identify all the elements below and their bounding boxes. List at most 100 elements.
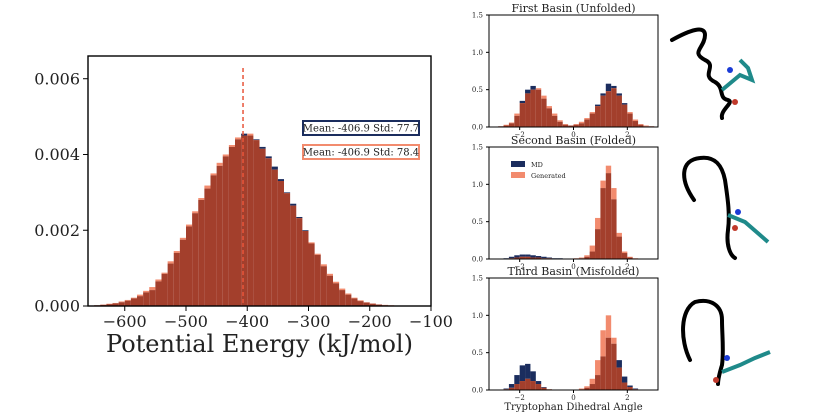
bar-excess bbox=[308, 242, 315, 244]
bar-excess bbox=[562, 124, 569, 125]
bar-overlap bbox=[541, 387, 547, 390]
bar-overlap bbox=[589, 251, 596, 259]
legend-swatch bbox=[511, 161, 525, 167]
bar-excess bbox=[339, 288, 346, 291]
bar-excess bbox=[235, 137, 242, 140]
x-tick-label: −200 bbox=[348, 312, 392, 331]
bar-excess bbox=[595, 104, 601, 107]
bar-excess bbox=[541, 387, 547, 388]
bar-overlap bbox=[525, 378, 531, 390]
x-tick-label: −2 bbox=[515, 131, 525, 139]
bar-overlap bbox=[621, 104, 628, 127]
bar-overlap bbox=[611, 88, 617, 127]
bar-overlap bbox=[525, 256, 531, 259]
y-tick-label: 0.0 bbox=[472, 123, 483, 131]
bar-excess bbox=[149, 287, 156, 291]
molecule-unfolded-illustration bbox=[670, 27, 756, 120]
bar-overlap bbox=[595, 375, 601, 390]
axes-frame bbox=[488, 14, 659, 128]
bar-excess bbox=[605, 165, 612, 174]
bar-excess bbox=[627, 112, 633, 114]
bar-overlap bbox=[557, 121, 563, 127]
bar-excess bbox=[508, 256, 515, 259]
bar-excess bbox=[508, 384, 515, 388]
subplot-title: Third Basin (Misfolded) bbox=[508, 265, 640, 278]
bar-overlap bbox=[106, 304, 113, 306]
bar-excess bbox=[589, 112, 596, 114]
bar-overlap bbox=[228, 146, 235, 306]
x-tick-label: −100 bbox=[409, 312, 453, 331]
bar-excess bbox=[584, 118, 590, 120]
basin3-histogram: −2 0 2 0.0 0.5 1.0 1.5 Third Basin (Misfolded) T… bbox=[472, 265, 659, 413]
subplot-title: Second Basin (Folded) bbox=[511, 134, 636, 147]
bar-overlap bbox=[611, 343, 617, 390]
bar-overlap bbox=[179, 239, 186, 306]
bar-overlap bbox=[605, 337, 612, 390]
bar-overlap bbox=[514, 384, 520, 390]
molecule-misfolded-illustration bbox=[681, 299, 771, 386]
bar-overlap bbox=[259, 148, 266, 306]
y-tick-label: 0.5 bbox=[472, 218, 483, 226]
bar-overlap bbox=[363, 302, 370, 306]
bar-overlap bbox=[519, 103, 526, 127]
bar-excess bbox=[578, 388, 585, 390]
bar-overlap bbox=[632, 121, 639, 127]
bar-overlap bbox=[611, 199, 617, 259]
bar-overlap bbox=[530, 257, 536, 259]
bar-overlap bbox=[277, 181, 284, 306]
bar-excess bbox=[514, 255, 520, 258]
y-tick-label: 0.002 bbox=[34, 221, 80, 240]
bar-excess bbox=[155, 279, 162, 282]
bar-overlap bbox=[222, 156, 229, 306]
bar-excess bbox=[584, 255, 590, 257]
bar-overlap bbox=[616, 367, 622, 390]
bar-excess bbox=[253, 139, 260, 141]
bar-overlap bbox=[519, 256, 526, 259]
bar-excess bbox=[589, 378, 596, 385]
bar-excess bbox=[167, 261, 174, 264]
bar-excess bbox=[216, 162, 223, 166]
y-tick-label: 1.0 bbox=[472, 181, 483, 189]
bar-excess bbox=[143, 290, 150, 293]
bar-overlap bbox=[595, 106, 601, 127]
x-tick-label: 0 bbox=[571, 131, 575, 139]
bar-overlap bbox=[616, 95, 622, 127]
bar-excess bbox=[611, 85, 617, 89]
y-tick-label: 1.5 bbox=[472, 143, 483, 151]
bar-overlap bbox=[161, 273, 168, 306]
bar-excess bbox=[290, 203, 297, 206]
bar-excess bbox=[611, 188, 617, 200]
bar-excess bbox=[595, 360, 601, 376]
bar-overlap bbox=[605, 91, 612, 127]
x-tick-label: −400 bbox=[225, 312, 269, 331]
bar-overlap bbox=[600, 356, 606, 390]
bar-overlap bbox=[124, 300, 131, 306]
bar-excess bbox=[519, 100, 526, 104]
bar-overlap bbox=[525, 93, 531, 127]
bar-overlap bbox=[369, 303, 376, 306]
x-tick-label: 2 bbox=[625, 263, 629, 271]
x-axis-label: Potential Energy (kJ/mol) bbox=[106, 330, 413, 358]
bar-excess bbox=[265, 156, 272, 159]
bar-excess bbox=[508, 122, 515, 124]
subplot-title: First Basin (Unfolded) bbox=[511, 2, 635, 15]
y-tick-label: 0.5 bbox=[472, 86, 483, 94]
bar-overlap bbox=[600, 95, 606, 127]
bar-excess bbox=[551, 113, 558, 116]
bar-excess bbox=[271, 166, 278, 170]
x-tick-label: −2 bbox=[515, 263, 525, 271]
bar-overlap bbox=[351, 298, 358, 306]
bar-excess bbox=[627, 385, 633, 388]
x-tick-label: 2 bbox=[625, 394, 629, 402]
bar-excess bbox=[546, 257, 552, 259]
bar-excess bbox=[351, 297, 358, 299]
bar-excess bbox=[530, 255, 536, 258]
bar-overlap bbox=[627, 257, 633, 259]
bar-overlap bbox=[530, 381, 536, 390]
bar-overlap bbox=[514, 257, 520, 259]
y-tick-label: 1.0 bbox=[472, 49, 483, 57]
y-tick-label: 0.000 bbox=[34, 297, 80, 316]
bar-excess bbox=[525, 254, 531, 257]
y-tick-label: 1.5 bbox=[472, 11, 483, 19]
